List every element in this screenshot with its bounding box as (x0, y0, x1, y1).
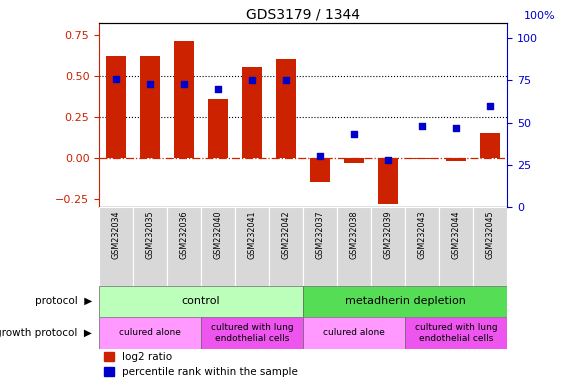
Bar (99, 317, 201, 349)
Text: GSM232040: GSM232040 (213, 210, 223, 258)
Bar (167, 207, 201, 286)
Bar (371, 207, 405, 286)
Point (349, 131, 359, 137)
Text: GSM232037: GSM232037 (315, 210, 325, 259)
Point (315, 153, 325, 159)
Point (417, 123, 427, 129)
Bar (344, 157, 364, 162)
Text: control: control (182, 296, 220, 306)
Text: metadherin depletion: metadherin depletion (345, 296, 466, 306)
Bar (303, 207, 337, 286)
Bar (140, 56, 160, 157)
Text: GSM232045: GSM232045 (486, 210, 495, 259)
Text: GSM232041: GSM232041 (248, 210, 257, 258)
Bar (439, 207, 473, 286)
Bar (99, 207, 133, 286)
Bar (133, 207, 167, 286)
Point (180, 81, 189, 87)
Bar (378, 157, 398, 204)
Bar (412, 157, 433, 159)
Bar (269, 207, 303, 286)
Bar (405, 317, 507, 349)
Bar (242, 67, 262, 157)
Text: GSM232042: GSM232042 (282, 210, 291, 259)
Bar (473, 207, 507, 286)
Text: cultured with lung
endothelial cells: cultured with lung endothelial cells (211, 323, 293, 343)
Bar (106, 56, 127, 157)
Bar (174, 41, 194, 157)
Text: growth protocol  ▶: growth protocol ▶ (0, 328, 92, 338)
Bar (405, 207, 439, 286)
Text: GSM232036: GSM232036 (180, 210, 189, 258)
Bar (480, 133, 500, 157)
Bar (201, 207, 235, 286)
Text: GSM232034: GSM232034 (111, 210, 121, 258)
Bar (337, 207, 371, 286)
Bar (303, 317, 405, 349)
Point (111, 76, 121, 82)
Text: protocol  ▶: protocol ▶ (35, 296, 92, 306)
Text: GSM232044: GSM232044 (452, 210, 461, 258)
Point (384, 157, 393, 163)
Point (146, 81, 155, 87)
Point (213, 86, 223, 92)
Bar (310, 157, 331, 182)
Text: GSM232043: GSM232043 (417, 210, 427, 258)
Text: cultured with lung
endothelial cells: cultured with lung endothelial cells (415, 323, 497, 343)
Text: culured alone: culured alone (323, 328, 385, 338)
Title: GDS3179 / 1344: GDS3179 / 1344 (246, 8, 360, 22)
Bar (201, 317, 303, 349)
Point (451, 124, 461, 131)
Bar (99, 286, 303, 317)
Text: GSM232035: GSM232035 (146, 210, 154, 259)
Point (247, 77, 257, 83)
Bar (303, 286, 507, 317)
Text: GSM232039: GSM232039 (384, 210, 393, 259)
Legend: log2 ratio, percentile rank within the sample: log2 ratio, percentile rank within the s… (104, 352, 298, 377)
Point (282, 77, 291, 83)
Bar (446, 157, 466, 161)
Bar (235, 207, 269, 286)
Bar (276, 59, 296, 157)
Y-axis label: 100%: 100% (524, 11, 556, 21)
Text: culured alone: culured alone (119, 328, 181, 338)
Point (486, 103, 495, 109)
Text: GSM232038: GSM232038 (350, 210, 359, 258)
Bar (208, 99, 229, 157)
